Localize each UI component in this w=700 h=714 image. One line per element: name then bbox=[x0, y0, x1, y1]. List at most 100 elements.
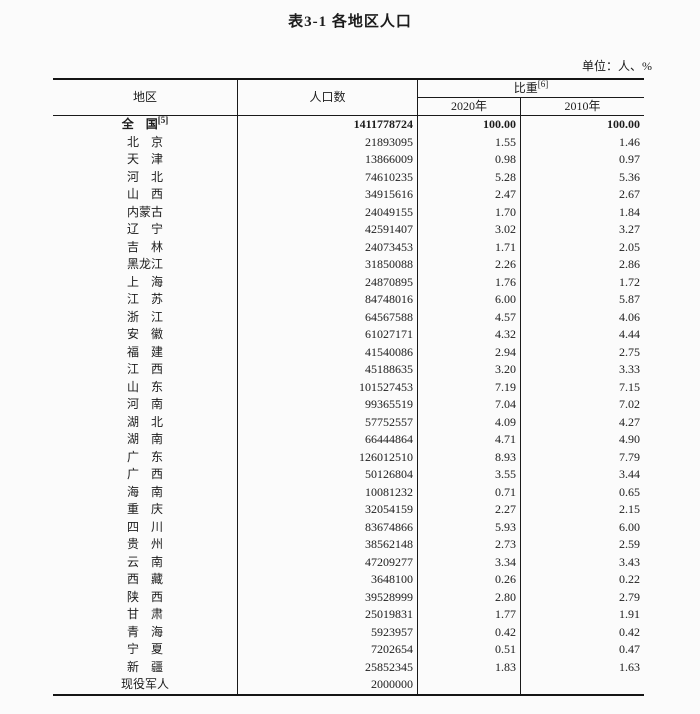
table-row: 陕 西 39528999 2.80 2.79 bbox=[53, 588, 644, 606]
table-row: 青 海 5923957 0.42 0.42 bbox=[53, 623, 644, 641]
share-2020-cell: 4.09 bbox=[418, 413, 521, 431]
share-2010-cell: 2.75 bbox=[619, 344, 640, 359]
region-cell: 江 苏 bbox=[53, 291, 238, 309]
population-cell: 64567588 bbox=[238, 308, 418, 326]
share-2010-cell: 7.79 bbox=[619, 449, 640, 464]
unit-label: 单位：人、% bbox=[582, 59, 652, 73]
region-cell: 重 庆 bbox=[53, 501, 238, 519]
share-2020-cell: 0.42 bbox=[418, 623, 521, 641]
share-2010-cell: 3.44 bbox=[619, 467, 640, 481]
table-row: 辽 宁 42591407 3.02 3.27 bbox=[53, 221, 644, 239]
region-cell: 上 海 bbox=[53, 273, 238, 291]
region-cell: 全 国[5] bbox=[53, 116, 238, 134]
table-row: 新 疆 25852345 1.83 1.63 bbox=[53, 658, 644, 676]
table-row: 海 南 10081232 0.71 0.65 bbox=[53, 483, 644, 501]
population-cell: 99365519 bbox=[238, 396, 418, 414]
share-2010-cell: 2.05 bbox=[619, 239, 640, 254]
region-cell: 浙 江 bbox=[53, 308, 238, 326]
share-2020-cell: 0.71 bbox=[418, 483, 521, 501]
share-2020-cell: 100.00 bbox=[418, 116, 521, 134]
region-cell: 陕 西 bbox=[53, 588, 238, 606]
population-cell: 47209277 bbox=[238, 553, 418, 571]
share-2010-cell: 4.90 bbox=[619, 432, 640, 446]
table-row: 湖 北 57752557 4.09 4.27 bbox=[53, 413, 644, 431]
share-2010-cell: 0.65 bbox=[619, 484, 640, 499]
region-cell: 河 北 bbox=[53, 168, 238, 186]
share-2020-cell: 1.55 bbox=[418, 133, 521, 151]
share-2020-cell: 2.47 bbox=[418, 186, 521, 204]
population-cell: 24073453 bbox=[238, 238, 418, 256]
share-2010-cell: 5.87 bbox=[619, 292, 640, 306]
region-cell: 四 川 bbox=[53, 518, 238, 536]
region-cell: 湖 南 bbox=[53, 431, 238, 449]
population-cell: 2000000 bbox=[238, 676, 418, 694]
region-cell: 安 徽 bbox=[53, 326, 238, 344]
table-header: 地区 人口数 比重[6] 2020年 2010年 bbox=[53, 80, 644, 116]
table-row: 广 西 50126804 3.55 3.44 bbox=[53, 466, 644, 484]
share-2010-cell: 0.22 bbox=[619, 572, 640, 586]
table-row: 上 海 24870895 1.76 1.72 bbox=[53, 273, 644, 291]
table-row: 全 国[5] 1411778724 100.00 100.00 bbox=[53, 116, 644, 134]
population-cell: 25019831 bbox=[238, 606, 418, 624]
share-2020-cell: 3.02 bbox=[418, 221, 521, 239]
share-2020-cell: 0.26 bbox=[418, 571, 521, 589]
region-cell: 甘 肃 bbox=[53, 606, 238, 624]
col-header-share-label: 比重 bbox=[513, 81, 538, 95]
population-cell: 42591407 bbox=[238, 221, 418, 239]
table-row: 云 南 47209277 3.34 3.43 bbox=[53, 553, 644, 571]
share-2020-cell: 4.32 bbox=[418, 326, 521, 344]
share-2010-cell: 0.47 bbox=[619, 642, 640, 656]
share-2010-cell: 2.86 bbox=[619, 257, 640, 271]
table-row: 甘 肃 25019831 1.77 1.91 bbox=[53, 606, 644, 624]
table-row: 宁 夏 7202654 0.51 0.47 bbox=[53, 641, 644, 659]
share-2010-cell: 2.67 bbox=[619, 187, 640, 201]
share-2020-cell: 3.55 bbox=[418, 466, 521, 484]
region-cell: 山 东 bbox=[53, 378, 238, 396]
region-cell: 宁 夏 bbox=[53, 641, 238, 659]
share-2020-cell: 5.93 bbox=[418, 518, 521, 536]
table-row: 山 西 34915616 2.47 2.67 bbox=[53, 186, 644, 204]
population-cell: 45188635 bbox=[238, 361, 418, 379]
table-row: 现役军人 2000000 bbox=[53, 676, 644, 694]
share-2010-cell: 2.15 bbox=[619, 502, 640, 516]
population-cell: 13866009 bbox=[238, 151, 418, 169]
table-row: 福 建 41540086 2.94 2.75 bbox=[53, 343, 644, 361]
share-2010-cell: 4.27 bbox=[619, 414, 640, 429]
region-cell: 广 西 bbox=[53, 466, 238, 484]
footnote-ref: [5] bbox=[157, 116, 169, 125]
region-cell: 黑龙江 bbox=[53, 256, 238, 274]
share-2020-cell: 1.83 bbox=[418, 658, 521, 676]
share-2020-cell: 4.57 bbox=[418, 308, 521, 326]
population-cell: 50126804 bbox=[238, 466, 418, 484]
population-table: 地区 人口数 比重[6] 2020年 2010年 全 国[5] 141177872… bbox=[53, 78, 644, 696]
share-2010-cell: 7.15 bbox=[619, 379, 640, 394]
footnote-ref-share: [6] bbox=[537, 80, 549, 89]
share-2020-cell: 2.27 bbox=[418, 501, 521, 519]
share-2010-cell: 2.79 bbox=[619, 589, 640, 604]
share-2020-cell: 7.04 bbox=[418, 396, 521, 414]
table-row: 广 东 126012510 8.93 7.79 bbox=[53, 448, 644, 466]
region-cell: 贵 州 bbox=[53, 536, 238, 554]
region-cell: 福 建 bbox=[53, 343, 238, 361]
table-title: 表3-1 各地区人口 bbox=[288, 14, 412, 30]
share-2020-cell bbox=[418, 676, 521, 694]
population-cell: 1411778724 bbox=[238, 116, 418, 134]
table-row: 重 庆 32054159 2.27 2.15 bbox=[53, 501, 644, 519]
share-2020-cell: 2.73 bbox=[418, 536, 521, 554]
share-2020-cell: 1.76 bbox=[418, 273, 521, 291]
share-2010-cell: 5.36 bbox=[619, 169, 640, 184]
population-cell: 41540086 bbox=[238, 343, 418, 361]
col-header-share: 比重[6] bbox=[418, 80, 644, 98]
region-cell: 海 南 bbox=[53, 483, 238, 501]
population-cell: 32054159 bbox=[238, 501, 418, 519]
share-2010-cell: 4.06 bbox=[619, 309, 640, 324]
region-cell: 云 南 bbox=[53, 553, 238, 571]
share-2020-cell: 7.19 bbox=[418, 378, 521, 396]
share-2010-cell: 2.59 bbox=[619, 537, 640, 551]
population-cell: 31850088 bbox=[238, 256, 418, 274]
region-cell: 山 西 bbox=[53, 186, 238, 204]
region-cell: 青 海 bbox=[53, 623, 238, 641]
population-cell: 74610235 bbox=[238, 168, 418, 186]
population-cell: 3648100 bbox=[238, 571, 418, 589]
region-cell: 辽 宁 bbox=[53, 221, 238, 239]
